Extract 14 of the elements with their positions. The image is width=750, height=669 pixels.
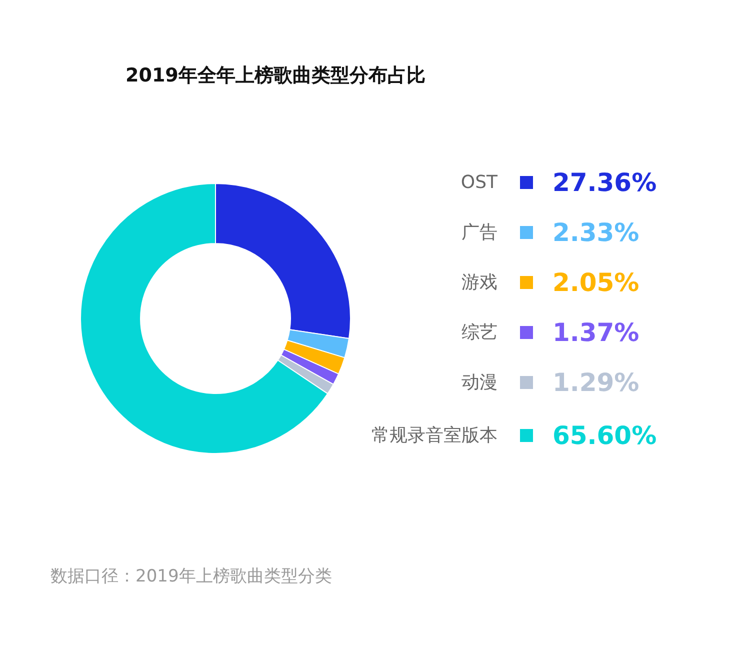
legend-label: OST (460, 172, 499, 193)
legend-label: 广告 (462, 222, 498, 243)
data-label: 1.37% (552, 318, 640, 347)
legend-label: 常规录音室版本 (372, 425, 498, 446)
text: 数据口径：2019年上榜歌曲类型分类 (50, 566, 332, 586)
chart-title: 2019年全年上榜歌曲类型分布占比 (126, 64, 426, 86)
data-label: 1.29% (552, 368, 640, 397)
data-label: 2.33% (552, 218, 640, 247)
legend-label: 动漫 (462, 372, 498, 393)
legend-label: 游戏 (462, 272, 498, 293)
data-label: 2.05% (552, 268, 640, 297)
data-label: 27.36% (552, 168, 657, 197)
legend-label: 综艺 (462, 322, 498, 343)
data-label: 65.60% (552, 421, 657, 450)
